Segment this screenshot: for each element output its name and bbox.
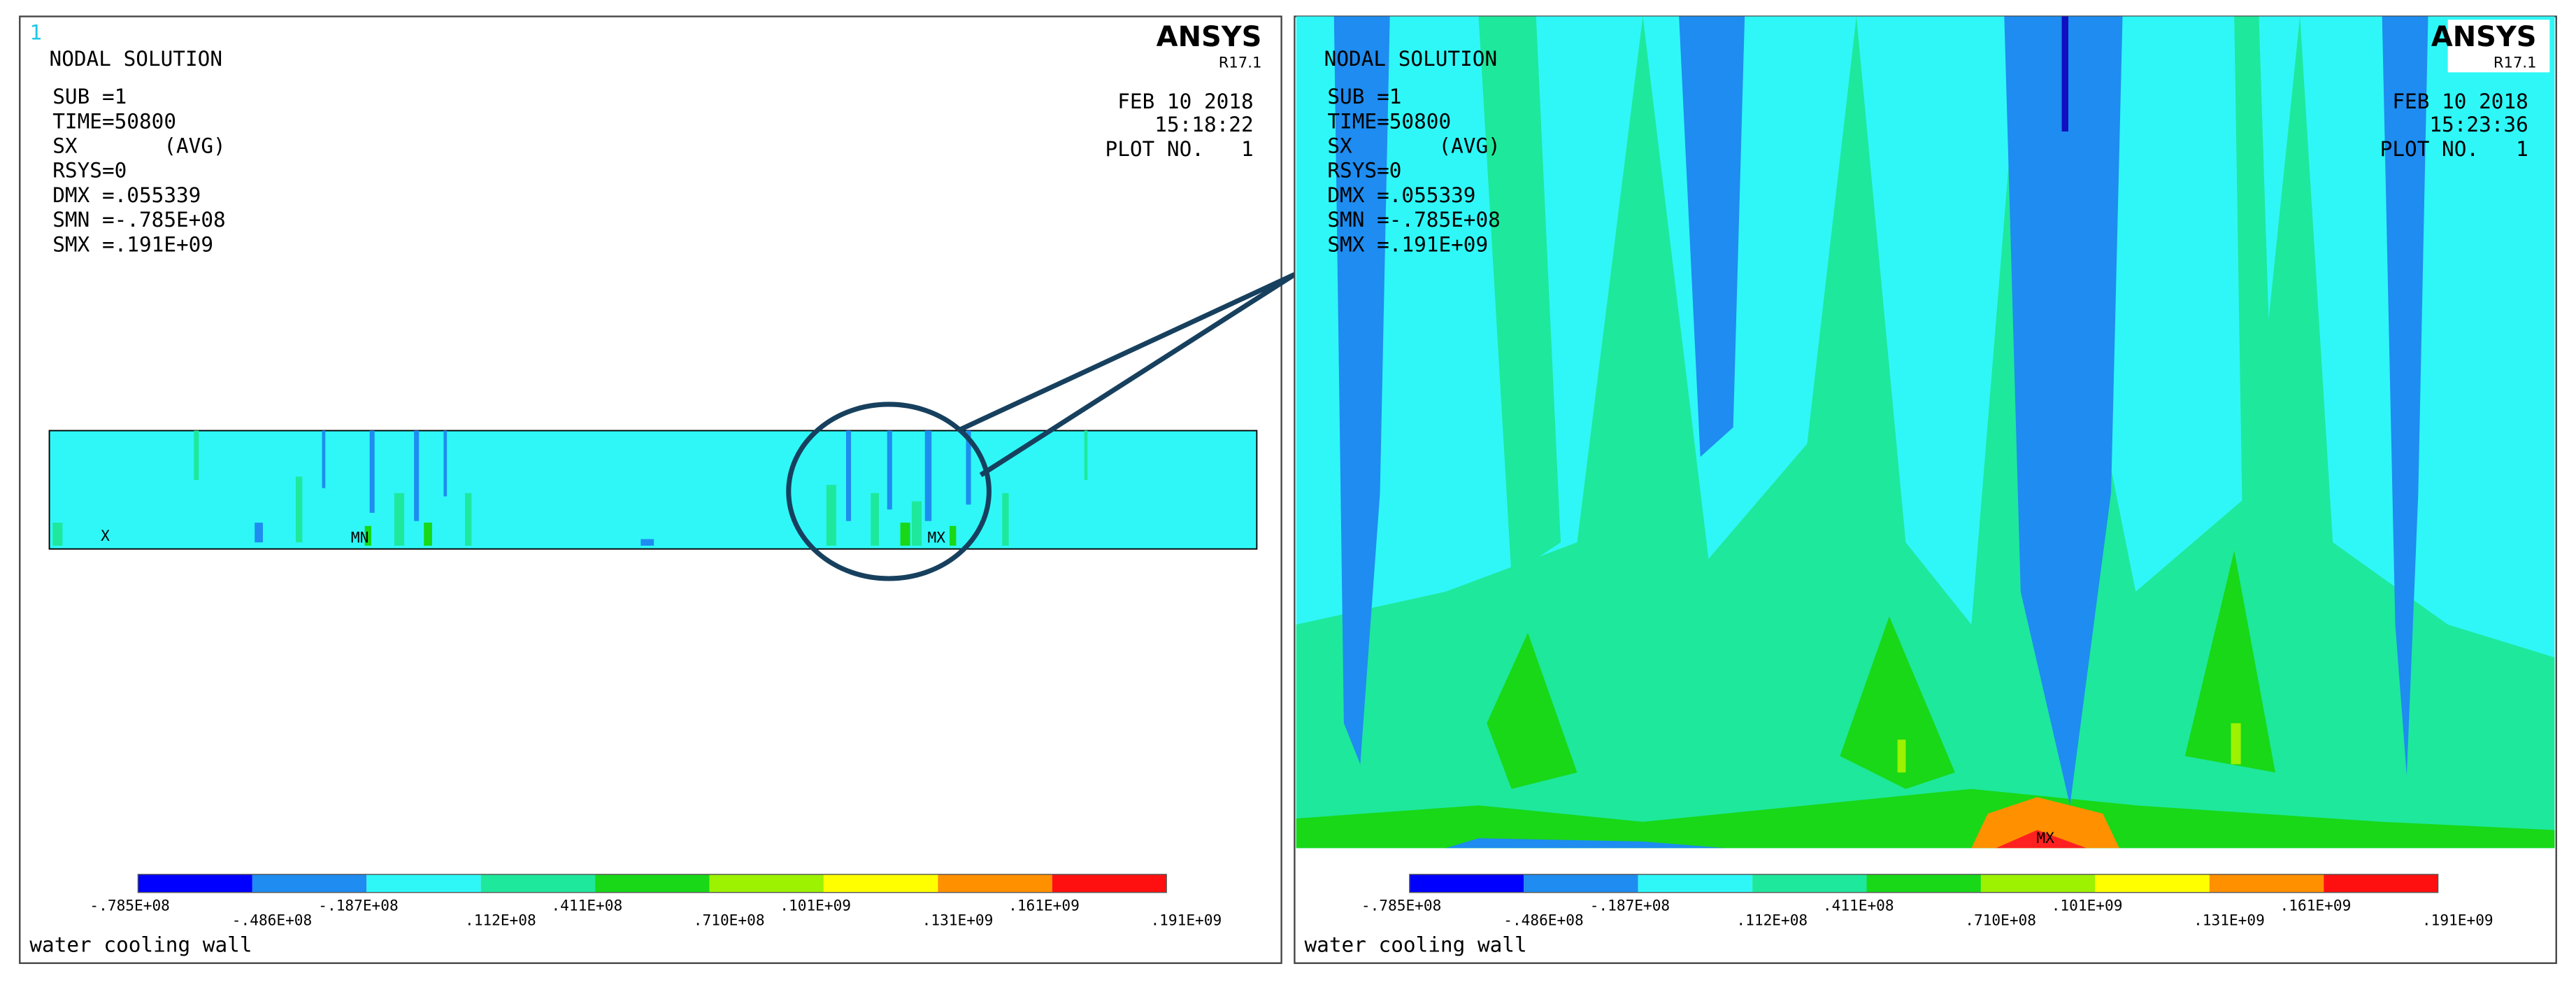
legend-swatch <box>138 874 252 893</box>
legend-label: .191E+09 <box>1150 912 1222 929</box>
legend-swatch <box>2324 874 2438 893</box>
caption: water cooling wall <box>29 933 252 956</box>
marker: X <box>101 527 110 544</box>
legend-label: -.486E+08 <box>232 912 312 929</box>
legend-swatch <box>1866 874 1981 893</box>
legend-label: .710E+08 <box>1965 912 2036 929</box>
legend-swatch <box>938 874 1052 893</box>
info-line: SMX =.191E+09 <box>52 232 213 256</box>
version: R17.1 <box>1219 53 1262 71</box>
date: FEB 10 2018 <box>1117 90 1253 113</box>
title: NODAL SOLUTION <box>1324 47 1497 71</box>
info-line: SUB =1 <box>52 85 127 108</box>
info-line: SMN =-.785E+08 <box>1327 208 1500 232</box>
legend-label: .131E+09 <box>922 912 994 929</box>
frame-number: 1 <box>29 20 42 44</box>
legend-swatch <box>1409 874 1524 893</box>
legend-swatch <box>1980 874 2096 893</box>
legend-label: .411E+08 <box>1823 897 1894 914</box>
legend-label: -.187E+08 <box>318 897 398 914</box>
legend-label: .101E+09 <box>780 897 851 914</box>
time: 15:23:36 <box>2429 113 2528 136</box>
legend-label: .101E+09 <box>2052 897 2123 914</box>
marker: MN <box>351 528 368 546</box>
legend-swatch <box>1524 874 1638 893</box>
info-line: TIME=50800 <box>1327 109 1451 133</box>
info-line: SMX =.191E+09 <box>1327 232 1488 256</box>
time: 15:18:22 <box>1154 113 1253 136</box>
info-line: DMX =.055339 <box>1327 183 1475 207</box>
info-line: SMN =-.785E+08 <box>52 208 225 232</box>
legend-swatch <box>1638 874 1753 893</box>
date: FEB 10 2018 <box>2392 90 2528 113</box>
legend-label: .191E+09 <box>2422 912 2493 929</box>
marker: MX <box>928 528 946 546</box>
info-line: RSYS=0 <box>52 159 127 183</box>
logo: ANSYS <box>2431 21 2537 53</box>
info-line: SX (AVG) <box>52 134 225 157</box>
plot-number: PLOT NO. 1 <box>2380 137 2528 161</box>
legend-label: .161E+09 <box>1008 897 1080 914</box>
legend-swatch <box>2209 874 2324 893</box>
legend-swatch <box>709 874 824 893</box>
strip-model <box>48 430 1258 550</box>
info-line: TIME=50800 <box>52 109 176 133</box>
info-line: SUB =1 <box>1327 85 1401 108</box>
legend-label: -.785E+08 <box>1361 897 1441 914</box>
legend-swatch <box>366 874 481 893</box>
marker: MX <box>2036 829 2054 846</box>
logo: ANSYS <box>1157 21 1262 53</box>
title: NODAL SOLUTION <box>50 47 222 71</box>
legend-label: .411E+08 <box>551 897 622 914</box>
legend-label: .112E+08 <box>465 912 536 929</box>
legend-label: .710E+08 <box>694 912 765 929</box>
info-line: SX (AVG) <box>1327 134 1500 157</box>
legend-swatch <box>252 874 367 893</box>
legend-swatch <box>2095 874 2210 893</box>
legend-label: .161E+09 <box>2280 897 2352 914</box>
version: R17.1 <box>2493 53 2537 71</box>
legend-label: -.187E+08 <box>1590 897 1670 914</box>
info-line: DMX =.055339 <box>52 183 201 207</box>
legend-swatch <box>823 874 938 893</box>
caption: water cooling wall <box>1304 933 1526 956</box>
plot-number: PLOT NO. 1 <box>1105 137 1254 161</box>
contour-plot <box>1296 16 2555 849</box>
legend-swatch <box>1752 874 1867 893</box>
legend-swatch <box>595 874 710 893</box>
legend-border <box>137 874 1167 893</box>
legend-label: -.785E+08 <box>90 897 169 914</box>
legend-label: .131E+09 <box>2194 912 2265 929</box>
legend-swatch <box>1052 874 1167 893</box>
info-line: RSYS=0 <box>1327 159 1401 183</box>
legend-label: .112E+08 <box>1736 912 1808 929</box>
legend-label: -.486E+08 <box>1503 912 1583 929</box>
legend-swatch <box>480 874 596 893</box>
legend-border <box>1409 874 2439 893</box>
